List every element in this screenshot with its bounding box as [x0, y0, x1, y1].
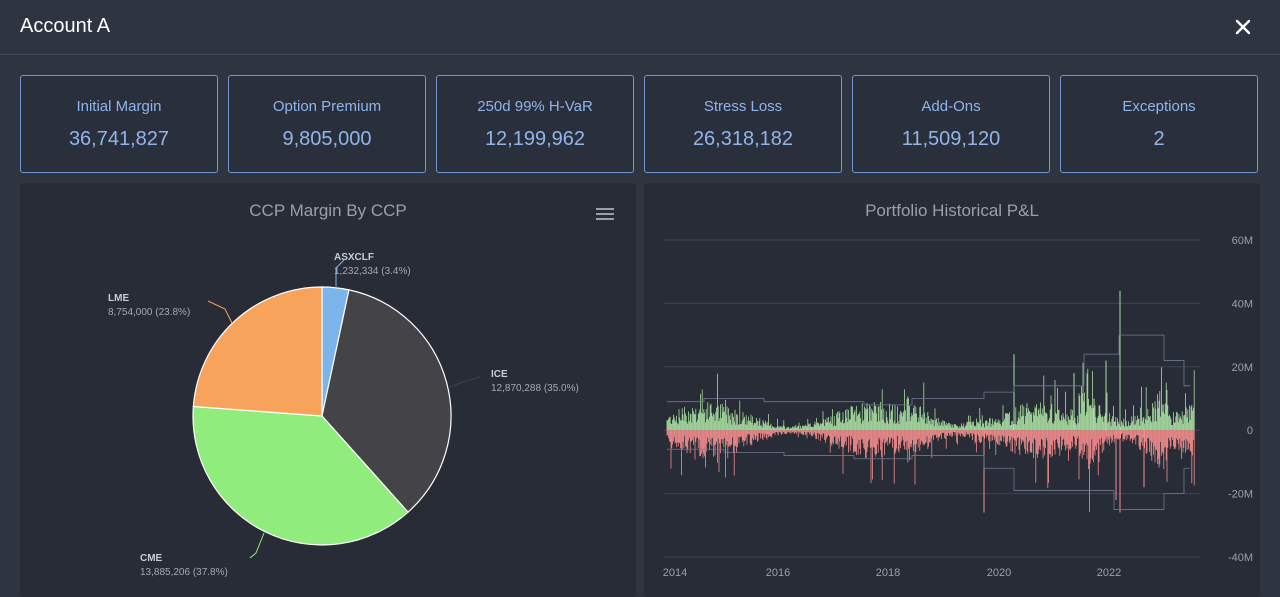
- pnl-y-tick: 40M: [1232, 298, 1253, 310]
- metric-card-option-premium[interactable]: Option Premium 9,805,000: [228, 75, 426, 173]
- modal-header: Account A: [0, 0, 1280, 55]
- pie-chart-panel: CCP Margin By CCP ASXCLF 1,232,334 (3.4%)…: [20, 183, 636, 597]
- pie-label-value: 12,870,288 (35.0%): [491, 383, 579, 394]
- pie-chart: ASXCLF 1,232,334 (3.4%) ICE 12,870,288 (35.…: [108, 252, 579, 578]
- pie-connector-ice: [449, 376, 481, 388]
- metric-value: 12,199,962: [484, 128, 586, 150]
- pie-chart-title: CCP Margin By CCP: [249, 201, 407, 220]
- pie-label-value: 1,232,334 (3.4%): [334, 266, 411, 277]
- metric-cards: Initial Margin 36,741,827 Option Premium…: [20, 75, 1260, 175]
- pie-slice-ice[interactable]: [321, 289, 452, 513]
- pnl-y-tick: 0: [1247, 425, 1253, 437]
- metric-label: Initial Margin: [76, 98, 162, 115]
- pie-slice-cme[interactable]: [192, 405, 409, 546]
- pie-label-name: LME: [108, 293, 129, 304]
- pnl-chart-panel: Portfolio Historical P&L 60M 40M 20M 0 -20M -…: [644, 183, 1260, 597]
- pie-label-value: 13,885,206 (37.8%): [140, 567, 228, 578]
- hamburger-menu-icon[interactable]: [596, 208, 614, 222]
- pie-label-name: ASXCLF: [334, 252, 374, 263]
- pnl-x-tick: 2014: [663, 567, 687, 579]
- pnl-negative-bars: [666, 430, 1195, 513]
- pnl-positive-bars: [666, 290, 1195, 431]
- pie-connector-cme: [249, 532, 265, 559]
- metric-card-exceptions[interactable]: Exceptions 2: [1060, 75, 1258, 173]
- pie-connector-lme: [207, 300, 233, 324]
- metric-card-add-ons[interactable]: Add-Ons 11,509,120: [852, 75, 1050, 173]
- pnl-lower-envelope: [667, 448, 1190, 510]
- metric-label: 250d 99% H-VaR: [477, 98, 593, 115]
- metric-card-hvar[interactable]: 250d 99% H-VaR 12,199,962: [436, 75, 634, 173]
- pnl-chart: 60M 40M 20M 0 -20M -40M 2014 2016 2018 2020 2022: [663, 235, 1253, 579]
- pie-connector-asxclf: [335, 259, 345, 288]
- pie-label-name: ICE: [491, 369, 508, 380]
- pie-label-value: 8,754,000 (23.8%): [108, 307, 190, 318]
- metric-label: Option Premium: [272, 98, 382, 115]
- pnl-y-tick: -20M: [1228, 489, 1253, 501]
- pie-slice-lme[interactable]: [192, 286, 323, 417]
- pie-label-name: CME: [140, 553, 163, 564]
- modal-title: Account A: [20, 15, 111, 37]
- close-icon[interactable]: [1230, 14, 1256, 40]
- metric-label: Add-Ons: [921, 98, 981, 115]
- metric-card-stress-loss[interactable]: Stress Loss 26,318,182: [644, 75, 842, 173]
- metric-value: 9,805,000: [282, 128, 372, 150]
- metric-value: 2: [1153, 128, 1165, 150]
- metric-value: 26,318,182: [692, 128, 794, 150]
- metric-value: 11,509,120: [901, 128, 1001, 150]
- pnl-x-tick: 2020: [987, 567, 1011, 579]
- pnl-x-tick: 2018: [876, 567, 900, 579]
- pnl-y-tick: -40M: [1228, 552, 1253, 564]
- pnl-y-tick: 60M: [1232, 235, 1253, 247]
- metric-value: 36,741,827: [68, 128, 170, 150]
- metric-label: Stress Loss: [703, 98, 783, 115]
- pnl-upper-envelope: [667, 334, 1190, 406]
- pnl-x-tick: 2016: [766, 567, 790, 579]
- pnl-x-tick: 2022: [1097, 567, 1121, 579]
- metric-card-initial-margin[interactable]: Initial Margin 36,741,827: [20, 75, 218, 173]
- pnl-chart-title: Portfolio Historical P&L: [865, 201, 1039, 220]
- metric-label: Exceptions: [1122, 98, 1196, 115]
- pnl-y-tick: 20M: [1232, 362, 1253, 374]
